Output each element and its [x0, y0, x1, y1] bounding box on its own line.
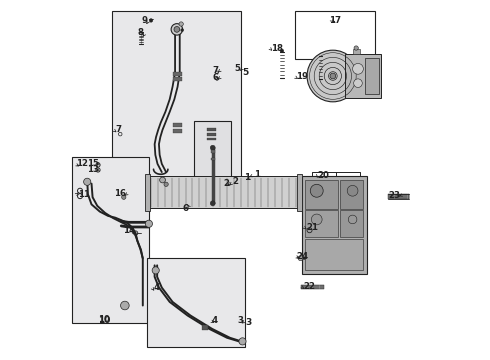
Text: 3: 3 [238, 316, 244, 325]
Text: 8: 8 [138, 28, 144, 37]
Text: 3: 3 [245, 318, 252, 327]
Bar [194, 121, 231, 207]
Bar [72, 157, 149, 323]
Bar [297, 174, 302, 211]
Text: 4: 4 [212, 316, 218, 325]
Circle shape [310, 184, 323, 197]
Circle shape [152, 267, 159, 274]
Circle shape [84, 178, 91, 185]
Circle shape [181, 29, 184, 32]
Circle shape [160, 177, 166, 183]
Circle shape [179, 22, 183, 26]
Bar [147, 258, 245, 347]
Circle shape [174, 27, 180, 32]
Bar [173, 129, 182, 134]
Text: 16: 16 [114, 189, 125, 198]
Bar [112, 12, 242, 193]
Text: 11: 11 [78, 190, 90, 199]
Bar [173, 72, 182, 76]
Bar [207, 134, 216, 136]
Bar [340, 211, 364, 237]
Circle shape [210, 145, 215, 150]
Text: 6: 6 [212, 73, 218, 82]
Circle shape [146, 220, 152, 227]
Text: 10: 10 [98, 316, 111, 325]
Text: 5: 5 [234, 64, 240, 73]
Circle shape [298, 256, 303, 261]
Text: 13: 13 [87, 165, 99, 174]
Bar [305, 180, 338, 209]
Bar [173, 123, 182, 127]
Text: 24: 24 [296, 252, 308, 261]
Text: 15: 15 [87, 159, 99, 168]
Bar [340, 180, 364, 209]
Bar [345, 54, 381, 98]
Circle shape [121, 301, 129, 310]
Text: 5: 5 [242, 68, 248, 77]
Circle shape [210, 201, 215, 206]
Bar [300, 285, 324, 289]
Text: 6: 6 [182, 204, 188, 213]
Text: 7: 7 [212, 66, 218, 75]
Circle shape [280, 49, 284, 53]
Bar [389, 194, 409, 199]
Bar [207, 128, 216, 131]
Circle shape [330, 73, 336, 79]
Circle shape [347, 185, 358, 196]
Text: 18: 18 [271, 44, 283, 53]
Circle shape [353, 63, 364, 74]
Text: 21: 21 [306, 223, 318, 232]
Text: 9: 9 [141, 16, 147, 25]
Circle shape [311, 214, 322, 225]
Circle shape [354, 79, 362, 87]
Bar [295, 12, 375, 59]
Text: 1: 1 [254, 170, 260, 179]
Circle shape [348, 215, 357, 224]
Bar [365, 58, 379, 94]
Text: 20: 20 [318, 171, 330, 180]
Text: 17: 17 [329, 16, 342, 25]
Bar [302, 176, 367, 274]
Text: 14: 14 [123, 226, 135, 235]
Circle shape [307, 50, 359, 102]
Bar [202, 325, 208, 330]
Text: 4: 4 [153, 283, 160, 292]
Bar [207, 138, 216, 140]
Text: 22: 22 [303, 282, 316, 291]
Bar [211, 149, 215, 153]
Bar [145, 174, 150, 211]
Circle shape [239, 338, 246, 345]
Bar [173, 77, 182, 81]
Bar [305, 211, 338, 237]
Text: 1: 1 [244, 173, 250, 182]
Bar [353, 49, 360, 54]
Text: 2: 2 [223, 179, 230, 188]
Circle shape [354, 46, 358, 50]
Circle shape [122, 195, 126, 199]
Circle shape [171, 24, 183, 35]
Bar [305, 239, 364, 270]
Text: 19: 19 [296, 72, 308, 81]
Circle shape [303, 257, 306, 260]
Text: 23: 23 [388, 190, 400, 199]
Circle shape [149, 19, 153, 22]
Text: 2: 2 [233, 177, 239, 186]
Bar [148, 176, 299, 208]
Text: 10: 10 [98, 315, 110, 324]
Bar [211, 158, 215, 160]
Text: 7: 7 [115, 125, 122, 134]
Circle shape [164, 182, 168, 186]
Text: 12: 12 [76, 159, 89, 168]
